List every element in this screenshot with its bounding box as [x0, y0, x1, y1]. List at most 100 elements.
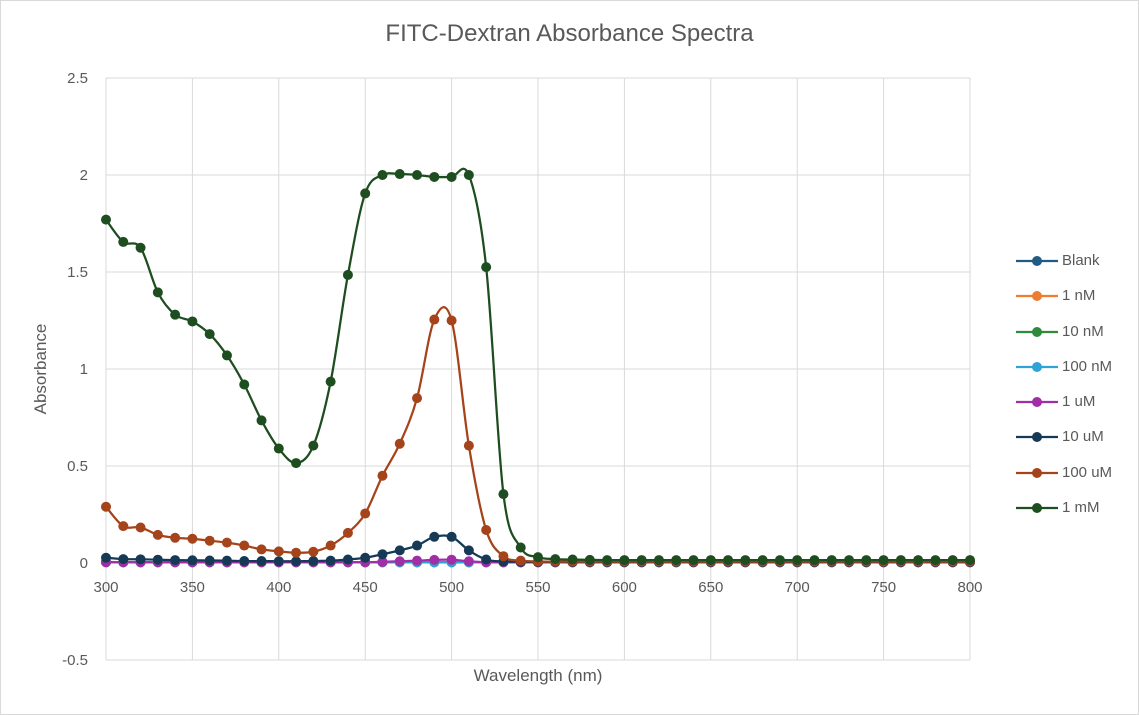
- data-point-100-um: [204, 535, 215, 546]
- legend-item-1-um: 1 uM: [1016, 391, 1136, 426]
- data-point-1-mm: [584, 554, 595, 565]
- data-point-10-um: [412, 540, 423, 551]
- y-tick-label: 1: [80, 361, 88, 378]
- data-point-10-um: [463, 545, 474, 556]
- data-point-1-mm: [930, 555, 941, 566]
- data-point-1-mm: [256, 415, 267, 426]
- data-point-10-um: [273, 556, 284, 567]
- data-point-10-um: [135, 554, 146, 565]
- data-point-100-um: [481, 525, 492, 536]
- data-point-100-um: [273, 546, 284, 557]
- data-point-1-mm: [913, 555, 924, 566]
- data-point-100-um: [135, 522, 146, 533]
- data-point-100-um: [118, 521, 129, 532]
- legend-item-10-nm: 10 nM: [1016, 321, 1136, 356]
- data-point-1-mm: [498, 489, 509, 500]
- data-point-100-um: [325, 540, 336, 551]
- legend-swatch: [1016, 361, 1058, 372]
- legend-item-100-nm: 100 nM: [1016, 356, 1136, 391]
- data-point-1-mm: [774, 555, 785, 566]
- y-tick-label: 0.5: [67, 458, 88, 475]
- legend-swatch: [1016, 256, 1058, 266]
- data-point-1-mm: [377, 170, 388, 180]
- data-point-1-mm: [878, 555, 889, 566]
- series-points: [101, 169, 975, 568]
- x-tick-label: 350: [180, 579, 205, 596]
- data-point-1-mm: [463, 170, 474, 180]
- data-point-1-mm: [809, 555, 820, 566]
- data-point-1-mm: [394, 169, 405, 180]
- data-point-100-um: [152, 529, 163, 540]
- data-point-1-mm: [947, 555, 958, 566]
- data-point-10-um: [152, 554, 163, 565]
- data-point-1-mm: [671, 555, 682, 566]
- data-point-10-um: [360, 552, 371, 563]
- x-tick-label: 400: [266, 579, 291, 596]
- x-tick-label: 450: [353, 579, 378, 596]
- data-point-1-um: [377, 556, 388, 567]
- data-point-1-mm: [342, 269, 353, 280]
- data-point-1-mm: [515, 542, 526, 553]
- data-point-10-um: [221, 555, 232, 566]
- data-point-1-mm: [861, 555, 872, 566]
- data-point-1-mm: [204, 329, 215, 340]
- data-point-1-mm: [135, 242, 146, 253]
- tick-labels: 300 350 400 450 500 550 600 650 700 750 800 -0.5 0 0.…: [62, 70, 982, 669]
- data-point-100-um: [256, 544, 267, 555]
- x-tick-label: 800: [957, 579, 982, 596]
- y-tick-label: -0.5: [62, 652, 88, 669]
- data-point-1-mm: [152, 287, 163, 298]
- y-tick-label: 2: [80, 167, 88, 184]
- data-point-1-mm: [239, 379, 250, 390]
- series-points-1-mm: [101, 169, 975, 566]
- x-tick-label: 650: [698, 579, 723, 596]
- data-point-1-mm: [550, 554, 561, 565]
- data-point-1-um: [463, 556, 474, 567]
- data-point-1-mm: [412, 170, 423, 180]
- data-point-100-um: [498, 551, 509, 562]
- data-point-1-mm: [826, 555, 837, 566]
- data-point-1-mm: [740, 555, 751, 566]
- legend-label: Blank: [1062, 252, 1100, 269]
- data-point-1-mm: [360, 188, 371, 199]
- legend-label: 1 mM: [1062, 499, 1100, 517]
- data-point-10-um: [204, 555, 215, 566]
- legend-item-1-nm: 1 nM: [1016, 285, 1136, 320]
- data-point-1-mm: [653, 555, 664, 566]
- data-point-1-um: [446, 554, 457, 565]
- chart-title: FITC-Dextran Absorbance Spectra: [385, 20, 754, 47]
- data-point-10-um: [170, 555, 181, 566]
- data-point-10-um: [394, 545, 405, 556]
- data-point-1-mm: [602, 555, 613, 566]
- data-point-100-um: [446, 315, 457, 326]
- data-point-100-um: [308, 546, 319, 557]
- legend-item-100-um: 100 uM: [1016, 462, 1136, 497]
- data-point-1-mm: [705, 555, 716, 566]
- data-point-10-um: [187, 555, 198, 566]
- data-point-1-mm: [481, 262, 492, 273]
- legend: Blank 1 nM 10 nM 100 nM 1 uM 10 uM 100 uM 1 mM: [1016, 250, 1136, 532]
- data-point-1-mm: [118, 236, 129, 247]
- data-point-1-mm: [533, 552, 543, 563]
- legend-swatch: [1016, 432, 1058, 443]
- data-point-100-um: [170, 532, 181, 543]
- data-point-100-um: [342, 527, 353, 538]
- data-point-1-um: [412, 555, 423, 566]
- x-tick-label: 700: [785, 579, 810, 596]
- data-point-10-um: [101, 552, 111, 563]
- data-point-1-mm: [101, 214, 111, 225]
- data-point-1-um: [394, 556, 405, 567]
- legend-swatch: [1016, 467, 1058, 478]
- data-point-1-mm: [844, 555, 855, 566]
- x-tick-label: 550: [525, 579, 550, 596]
- data-point-1-mm: [757, 555, 768, 566]
- x-axis-label: Wavelength (nm): [473, 666, 603, 685]
- data-point-10-um: [342, 554, 353, 565]
- legend-swatch: [1016, 326, 1058, 337]
- x-tick-label: 600: [612, 579, 637, 596]
- data-point-10-um: [325, 555, 336, 566]
- data-point-1-mm: [429, 171, 440, 182]
- legend-label: 10 uM: [1062, 428, 1104, 446]
- legend-item-10-um: 10 uM: [1016, 426, 1136, 461]
